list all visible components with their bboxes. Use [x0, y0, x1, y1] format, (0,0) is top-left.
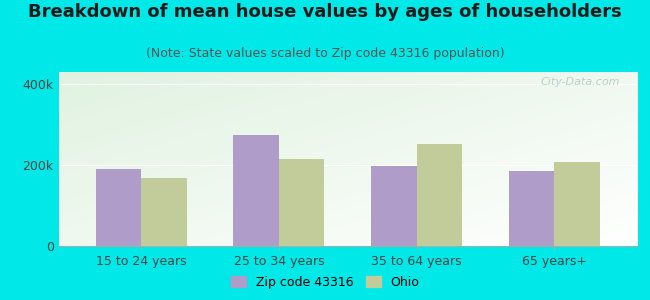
Bar	[233, 135, 279, 246]
Bar	[141, 178, 187, 246]
Text: (Note: State values scaled to Zip code 43316 population): (Note: State values scaled to Zip code 4…	[146, 46, 504, 59]
Bar	[96, 169, 141, 246]
Text: City-Data.com: City-Data.com	[540, 77, 619, 87]
Legend: Zip code 43316, Ohio: Zip code 43316, Ohio	[226, 271, 424, 294]
Bar	[279, 159, 324, 246]
Bar	[417, 144, 462, 246]
Text: Breakdown of mean house values by ages of householders: Breakdown of mean house values by ages o…	[28, 3, 622, 21]
Bar	[554, 162, 600, 246]
Bar	[371, 166, 417, 246]
Bar	[509, 171, 554, 246]
